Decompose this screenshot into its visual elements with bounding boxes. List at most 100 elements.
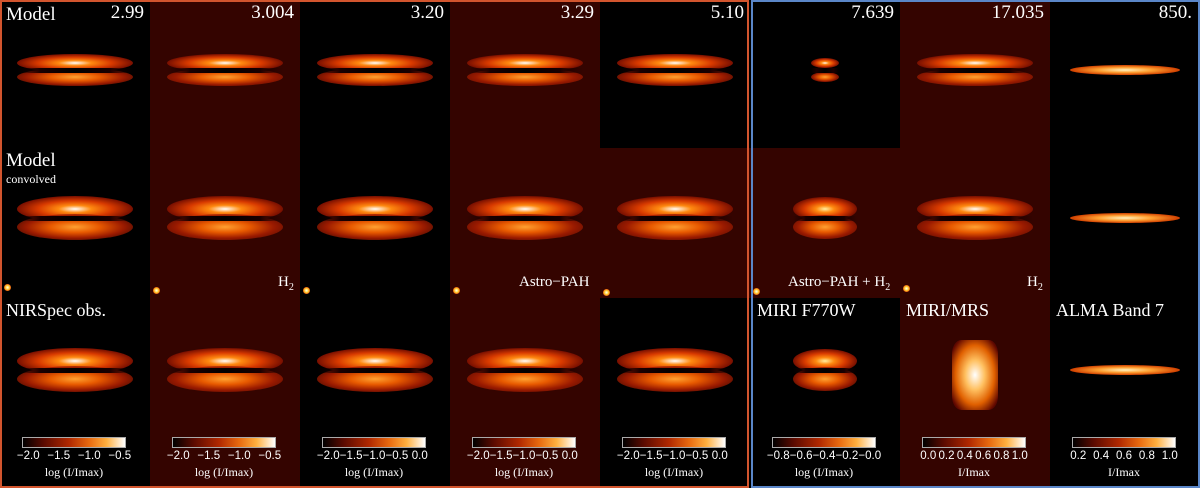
colorbar-gradient: [922, 437, 1026, 448]
colorbar-label: I/Imax: [1108, 465, 1140, 479]
disk-lobe-upper: [917, 54, 1033, 72]
image-panel: [600, 298, 750, 488]
wavelength-label: 3.20: [410, 2, 444, 23]
colorbar-tick-label: −2.0: [466, 450, 490, 462]
colorbar-tick-label: 1.0: [1161, 450, 1178, 462]
colorbar-label: log (I/Imax): [194, 465, 254, 479]
colorbar: 0.0 0.2 0.4 0.6 0.8 1.0 I/Imax: [920, 437, 1028, 480]
wavelength-label: 2.99: [110, 2, 144, 23]
colorbar-tick-label: −1.5: [47, 450, 71, 462]
dust-lane: [793, 368, 857, 373]
colorbar-tick-label: 0.2: [938, 450, 955, 462]
dust-lane: [467, 368, 583, 373]
image-panel: [450, 0, 600, 148]
colorbar-tick-label: −2.0: [16, 450, 40, 462]
image-panel: [150, 148, 300, 298]
image-panel: [900, 0, 1050, 148]
image-panel: [0, 148, 150, 298]
instrument-label-alma: ALMA Band 7: [1056, 300, 1164, 320]
psf-marker: [753, 288, 760, 295]
image-panel: [150, 0, 300, 148]
disk-lobe-upper: [167, 54, 283, 72]
disk-lobe-lower: [811, 72, 839, 82]
colorbar-tick-label: 0.2: [1070, 450, 1087, 462]
image-panel: [150, 298, 300, 488]
row-label-convolved: Model: [6, 150, 56, 171]
image-panel: [600, 148, 750, 298]
instrument-label-miri-f770w: MIRI F770W: [757, 300, 856, 320]
alma-ring: [1070, 65, 1180, 75]
image-panel: [300, 148, 450, 298]
colorbar-tick-label: 1.0: [1011, 450, 1028, 462]
image-panel: [0, 298, 150, 488]
colorbar-tick-label: −0.6: [789, 450, 813, 462]
wavelength-label: 17.035: [991, 2, 1044, 23]
colorbar-tick-label: −0.5: [535, 450, 559, 462]
colorbar-tick-label: −0.5: [258, 450, 282, 462]
image-panel: [300, 298, 450, 488]
colorbar-tick-label: −1.5: [197, 450, 221, 462]
image-panel: [600, 0, 750, 148]
colorbar-gradient: [622, 437, 726, 448]
dust-lane: [793, 216, 857, 221]
colorbar: −2.0 −1.5 −1.0 −0.5 0.0 log (I/Imax): [617, 437, 728, 480]
colorbar-tick-label: −0.2: [835, 450, 859, 462]
colorbar-tick-label: 0.6: [975, 450, 992, 462]
image-panel: [750, 298, 900, 488]
dust-lane: [467, 68, 583, 73]
dust-lane: [317, 368, 433, 373]
psf-marker: [4, 284, 11, 291]
colorbar-tick-label: −0.4: [812, 450, 836, 462]
dust-lane: [17, 216, 133, 221]
colorbar: −2.0 −1.5 −1.0 −0.5 0.0 log (I/Imax): [317, 437, 428, 480]
image-panel: [300, 0, 450, 148]
row-label-convolved-sub: convolved: [6, 172, 56, 186]
colorbar: −2.0 −1.5 −1.0 −0.5 0.0 log (I/Imax): [467, 437, 578, 480]
image-panel: [450, 298, 600, 488]
disk-lobe-upper: [467, 54, 583, 72]
colorbar-tick-label: −0.0: [858, 450, 882, 462]
colorbar-tick-label: −1.0: [77, 450, 101, 462]
image-panel: [750, 0, 900, 148]
colorbar-tick-label: −1.5: [339, 450, 363, 462]
colorbar-label: log (I/Imax): [344, 465, 404, 479]
instrument-label-nirspec: NIRSpec obs.: [6, 300, 106, 320]
dust-lane: [617, 216, 733, 221]
wavelength-label: 850.: [1158, 2, 1192, 23]
colorbar-tick-label: 0.0: [411, 450, 428, 462]
instrument-label-miri-mrs: MIRI/MRS: [906, 300, 990, 320]
colorbar-tick-label: −2.0: [316, 450, 340, 462]
dust-lane: [917, 68, 1033, 73]
dust-lane: [467, 216, 583, 221]
colorbar-tick-label: −1.0: [662, 450, 686, 462]
wavelength-label: 5.10: [710, 2, 744, 23]
dust-lane: [917, 216, 1033, 221]
dust-lane: [167, 368, 283, 373]
disk-lobe-upper: [811, 58, 839, 68]
image-panel: [900, 298, 1050, 488]
mrs-emission: [952, 340, 998, 410]
colorbar: 0.2 0.4 0.6 0.8 1.0 I/Imax: [1070, 437, 1178, 480]
alma-ring: [1070, 365, 1180, 375]
colorbar: −0.8 −0.6 −0.4 −0.2 −0.0 log (I/Imax): [767, 437, 881, 480]
colorbar-tick-label: −0.5: [385, 450, 409, 462]
colorbar-tick-label: −2.0: [166, 450, 190, 462]
image-panel: [1050, 0, 1200, 148]
psf-marker: [603, 289, 610, 296]
colorbar-label: log (I/Imax): [794, 465, 854, 479]
colorbar-tick-label: 0.6: [1116, 450, 1132, 462]
psf-marker: [153, 287, 160, 294]
colorbar-tick-label: −0.5: [685, 450, 709, 462]
colorbar-gradient: [1072, 437, 1176, 448]
psf-marker: [903, 285, 910, 292]
colorbar-tick-label: 0.0: [711, 450, 728, 462]
colorbar-label: log (I/Imax): [44, 465, 104, 479]
image-panel: [1050, 148, 1200, 298]
image-panel: [1050, 298, 1200, 488]
psf-marker: [303, 287, 310, 294]
dust-lane: [617, 368, 733, 373]
alma-ring: [1070, 213, 1180, 223]
dust-lane: [167, 216, 283, 221]
image-panel: [900, 148, 1050, 298]
colorbar-gradient: [322, 437, 426, 448]
